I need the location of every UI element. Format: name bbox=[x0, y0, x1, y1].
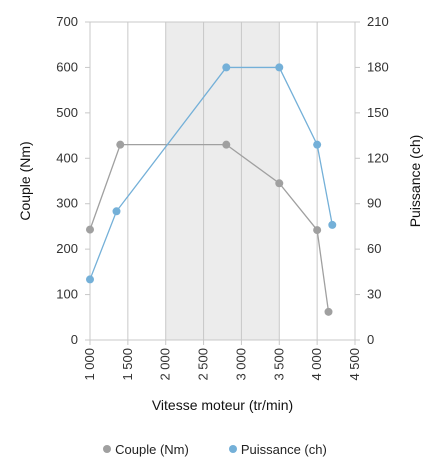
x-tick-label: 2 500 bbox=[196, 348, 211, 381]
legend-label-couple: Couple (Nm) bbox=[115, 441, 189, 457]
y2-tick-label: 150 bbox=[367, 105, 389, 120]
y-tick-label: 500 bbox=[56, 105, 78, 120]
series-line-couple bbox=[89, 144, 330, 312]
x-tick-label: 3 000 bbox=[233, 348, 248, 381]
data-point-couple-1 bbox=[116, 140, 125, 149]
legend-item-puissance: Puissance (ch) bbox=[228, 440, 327, 458]
x-tick-label: 1 000 bbox=[82, 348, 97, 381]
data-point-puissance-1 bbox=[112, 207, 121, 216]
y-tick-label: 700 bbox=[56, 14, 78, 29]
y2-tick-label: 30 bbox=[367, 287, 381, 302]
y2-tick-label: 90 bbox=[367, 196, 381, 211]
data-point-couple-2 bbox=[222, 140, 231, 149]
legend-item-couple: Couple (Nm) bbox=[103, 440, 189, 458]
legend-marker-puissance bbox=[228, 445, 237, 453]
chart: 0 100 200 300 400 500 600 700 0 30 60 90 120 150 180 21… bbox=[17, 14, 423, 413]
x-tick-label: 4 500 bbox=[347, 348, 362, 381]
data-point-couple-4 bbox=[313, 226, 322, 235]
data-point-puissance-0 bbox=[86, 275, 94, 284]
y-tick-label: 100 bbox=[56, 287, 78, 302]
shaded-region bbox=[165, 22, 280, 340]
data-point-puissance-3 bbox=[275, 63, 284, 72]
y-tick-label: 200 bbox=[56, 241, 78, 256]
legend-label-puissance: Puissance (ch) bbox=[240, 441, 327, 457]
x-tick-label: 2 000 bbox=[158, 348, 173, 381]
data-point-puissance-5 bbox=[328, 220, 337, 229]
y2-tick-label: 60 bbox=[367, 241, 381, 256]
data-point-couple-3 bbox=[275, 179, 284, 188]
y2-tick-label: 210 bbox=[367, 14, 389, 29]
y-tick-label: 400 bbox=[56, 150, 78, 165]
y2-tick-label: 180 bbox=[367, 59, 389, 74]
y-axis-label: Couple (Nm) bbox=[17, 141, 33, 220]
x-tick-label: 3 500 bbox=[271, 348, 286, 381]
x-tick-label: 1 500 bbox=[120, 348, 135, 381]
y-tick-label: 600 bbox=[56, 59, 78, 74]
data-point-puissance-2 bbox=[222, 63, 231, 72]
legend-marker-couple bbox=[103, 445, 112, 453]
y2-axis-label: Puissance (ch) bbox=[407, 135, 423, 228]
legend: Couple (Nm) Puissance (ch) bbox=[0, 440, 430, 458]
x-axis-label: Vitesse moteur (tr/min) bbox=[152, 397, 293, 413]
y-tick-label: 0 bbox=[71, 332, 78, 347]
data-point-couple-5 bbox=[324, 307, 333, 316]
data-point-couple-0 bbox=[86, 225, 94, 234]
y2-tick-label: 120 bbox=[367, 150, 389, 165]
y-tick-label: 300 bbox=[56, 196, 78, 211]
plot-frame bbox=[89, 21, 356, 341]
y2-tick-label: 0 bbox=[367, 332, 374, 347]
x-tick-label: 4 000 bbox=[309, 348, 324, 381]
series-line-puissance bbox=[89, 66, 333, 280]
data-point-puissance-4 bbox=[313, 140, 322, 149]
